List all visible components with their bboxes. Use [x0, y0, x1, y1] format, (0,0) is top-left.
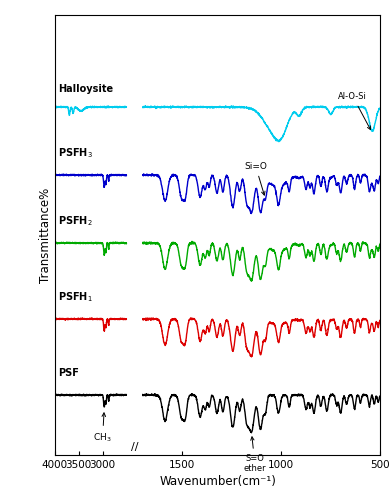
Text: PSFH$_3$: PSFH$_3$ — [58, 146, 93, 160]
X-axis label: Wavenumber(cm⁻¹): Wavenumber(cm⁻¹) — [159, 476, 276, 488]
Text: CH$_3$: CH$_3$ — [93, 413, 112, 444]
Text: Al-O-Si: Al-O-Si — [338, 92, 370, 130]
Y-axis label: Transmittance%: Transmittance% — [39, 188, 52, 282]
Text: PSFH$_1$: PSFH$_1$ — [58, 290, 93, 304]
Text: Si=O: Si=O — [244, 162, 267, 195]
Text: PSF: PSF — [58, 368, 79, 378]
Text: //: // — [131, 442, 138, 452]
Text: Halloysite: Halloysite — [58, 84, 113, 94]
Text: PSFH$_2$: PSFH$_2$ — [58, 214, 93, 228]
Text: S=O
ether: S=O ether — [243, 437, 266, 473]
